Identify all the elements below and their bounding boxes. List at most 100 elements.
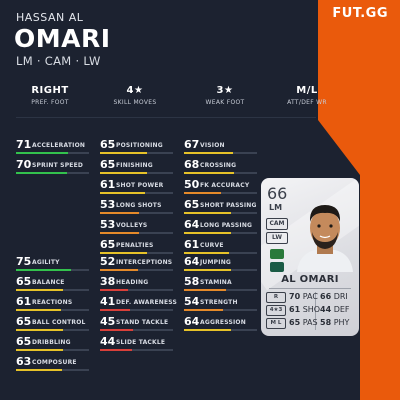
card-stat-dri: 66 DRI bbox=[320, 292, 348, 301]
stat-value: 61 bbox=[184, 238, 200, 251]
info-value: 4★ bbox=[126, 85, 144, 96]
card-stat-value: 58 bbox=[320, 318, 332, 327]
info-label: WEAK FOOT bbox=[205, 99, 245, 106]
stat-name: SPRINT SPEED bbox=[32, 162, 84, 169]
stat-value: 65 bbox=[16, 275, 32, 288]
stat-bar-track bbox=[16, 309, 89, 311]
card-tag-foot: R bbox=[266, 292, 286, 303]
stat-bar-track bbox=[100, 152, 173, 154]
stat-bar-track bbox=[100, 309, 173, 311]
stat-value: 45 bbox=[100, 315, 116, 328]
stat-name: BALANCE bbox=[32, 279, 65, 286]
stat-name: AGILITY bbox=[32, 259, 60, 266]
stat-bar-track bbox=[184, 232, 257, 234]
stat-bar-track bbox=[16, 269, 89, 271]
player-positions: LM · CAM · LW bbox=[16, 54, 101, 68]
stat-name: FK ACCURACY bbox=[200, 182, 250, 189]
stat-name: SLIDE TACKLE bbox=[116, 339, 166, 346]
stat-name: CROSSING bbox=[200, 162, 237, 169]
stat-bar-track bbox=[184, 252, 257, 254]
stat-bar-fill bbox=[16, 172, 68, 174]
stat-bar-track bbox=[100, 269, 173, 271]
card-stat-label: SHO bbox=[302, 305, 321, 314]
stat-bar-track bbox=[16, 289, 89, 291]
card-stat-value: 61 bbox=[289, 305, 301, 314]
club-badge-icon bbox=[270, 249, 284, 259]
stat-name: AGGRESSION bbox=[200, 319, 246, 326]
info-label: ATT/DEF WR bbox=[287, 99, 327, 106]
stat-value: 65 bbox=[100, 138, 116, 151]
stat-bar-track bbox=[100, 349, 173, 351]
stat-name: HEADING bbox=[116, 279, 149, 286]
stat-bar-fill bbox=[184, 329, 231, 331]
card-divider bbox=[269, 288, 351, 289]
divider bbox=[16, 117, 316, 118]
stat-name: PENALTIES bbox=[116, 242, 154, 249]
stat-bar-track bbox=[100, 289, 173, 291]
stat-bar-track bbox=[184, 152, 257, 154]
stat-bar-track bbox=[100, 212, 173, 214]
card-alt-position: CAM bbox=[266, 218, 288, 230]
stat-bar-track bbox=[100, 232, 173, 234]
stat-bar-fill bbox=[184, 172, 234, 174]
stat-bar-fill bbox=[100, 172, 148, 174]
brand-logo[interactable]: FUT.GG bbox=[332, 6, 388, 21]
card-stat-label: PAC bbox=[302, 292, 318, 301]
card-stat-sho: 61 SHO bbox=[289, 305, 320, 314]
stat-bar-track bbox=[16, 369, 89, 371]
stat-bar-fill bbox=[184, 252, 229, 254]
stat-bar-fill bbox=[16, 349, 64, 351]
stat-bar-fill bbox=[100, 252, 148, 254]
card-alt-position: LW bbox=[266, 232, 288, 244]
stat-value: 58 bbox=[184, 275, 200, 288]
stat-bar-fill bbox=[16, 152, 68, 154]
stat-bar-fill bbox=[16, 369, 62, 371]
player-card[interactable]: 66 LM CAM LW AL OMARI R 4★3 M L 70 PAC 6… bbox=[261, 178, 359, 336]
stat-name: INTERCEPTIONS bbox=[116, 259, 173, 266]
stat-value: 71 bbox=[16, 138, 32, 151]
stat-bar-track bbox=[16, 349, 89, 351]
card-rating: 66 bbox=[267, 184, 288, 203]
stat-bar-track bbox=[184, 192, 257, 194]
stat-name: SHOT POWER bbox=[116, 182, 164, 189]
stat-bar-track bbox=[100, 192, 173, 194]
stat-bar-fill bbox=[184, 192, 221, 194]
stat-bar-fill bbox=[100, 349, 133, 351]
stat-value: 67 bbox=[184, 138, 200, 151]
stat-value: 61 bbox=[100, 178, 116, 191]
stat-name: REACTIONS bbox=[32, 299, 73, 306]
stat-bar-fill bbox=[100, 152, 148, 154]
info-value: 3★ bbox=[216, 85, 234, 96]
info-weak-foot: 3★ WEAK FOOT bbox=[180, 85, 270, 106]
card-stat-value: 44 bbox=[320, 305, 332, 314]
stat-value: 38 bbox=[100, 275, 116, 288]
stat-value: 52 bbox=[100, 255, 116, 268]
card-stat-label: DEF bbox=[333, 305, 350, 314]
stat-name: POSITIONING bbox=[116, 142, 163, 149]
player-first-name: HASSAN AL bbox=[16, 11, 84, 24]
stat-bar-fill bbox=[100, 192, 145, 194]
stat-value: 65 bbox=[100, 158, 116, 171]
stat-value: 64 bbox=[184, 218, 200, 231]
player-photo-icon bbox=[297, 205, 353, 272]
stat-value: 63 bbox=[16, 355, 32, 368]
stat-name: STAND TACKLE bbox=[116, 319, 169, 326]
stat-name: STAMINA bbox=[200, 279, 232, 286]
card-stat-label: PHY bbox=[333, 318, 350, 327]
stat-name: CURVE bbox=[200, 242, 224, 249]
stat-bar-track bbox=[184, 212, 257, 214]
card-stat-value: 70 bbox=[289, 292, 301, 301]
stat-value: 61 bbox=[16, 295, 32, 308]
card-tag-skills: 4★3 bbox=[266, 305, 286, 316]
info-label: SKILL MOVES bbox=[113, 99, 157, 106]
card-stat-pac: 70 PAC bbox=[289, 292, 318, 301]
stat-name: BALL CONTROL bbox=[32, 319, 86, 326]
card-stat-def: 44 DEF bbox=[320, 305, 350, 314]
stat-name: VOLLEYS bbox=[116, 222, 148, 229]
card-stat-phy: 58 PHY bbox=[320, 318, 349, 327]
stat-value: 53 bbox=[100, 198, 116, 211]
info-pref-foot: RIGHT PREF. FOOT bbox=[5, 85, 95, 106]
stat-bar-fill bbox=[16, 309, 61, 311]
stat-name: JUMPING bbox=[200, 259, 232, 266]
stat-bar-fill bbox=[100, 212, 139, 214]
